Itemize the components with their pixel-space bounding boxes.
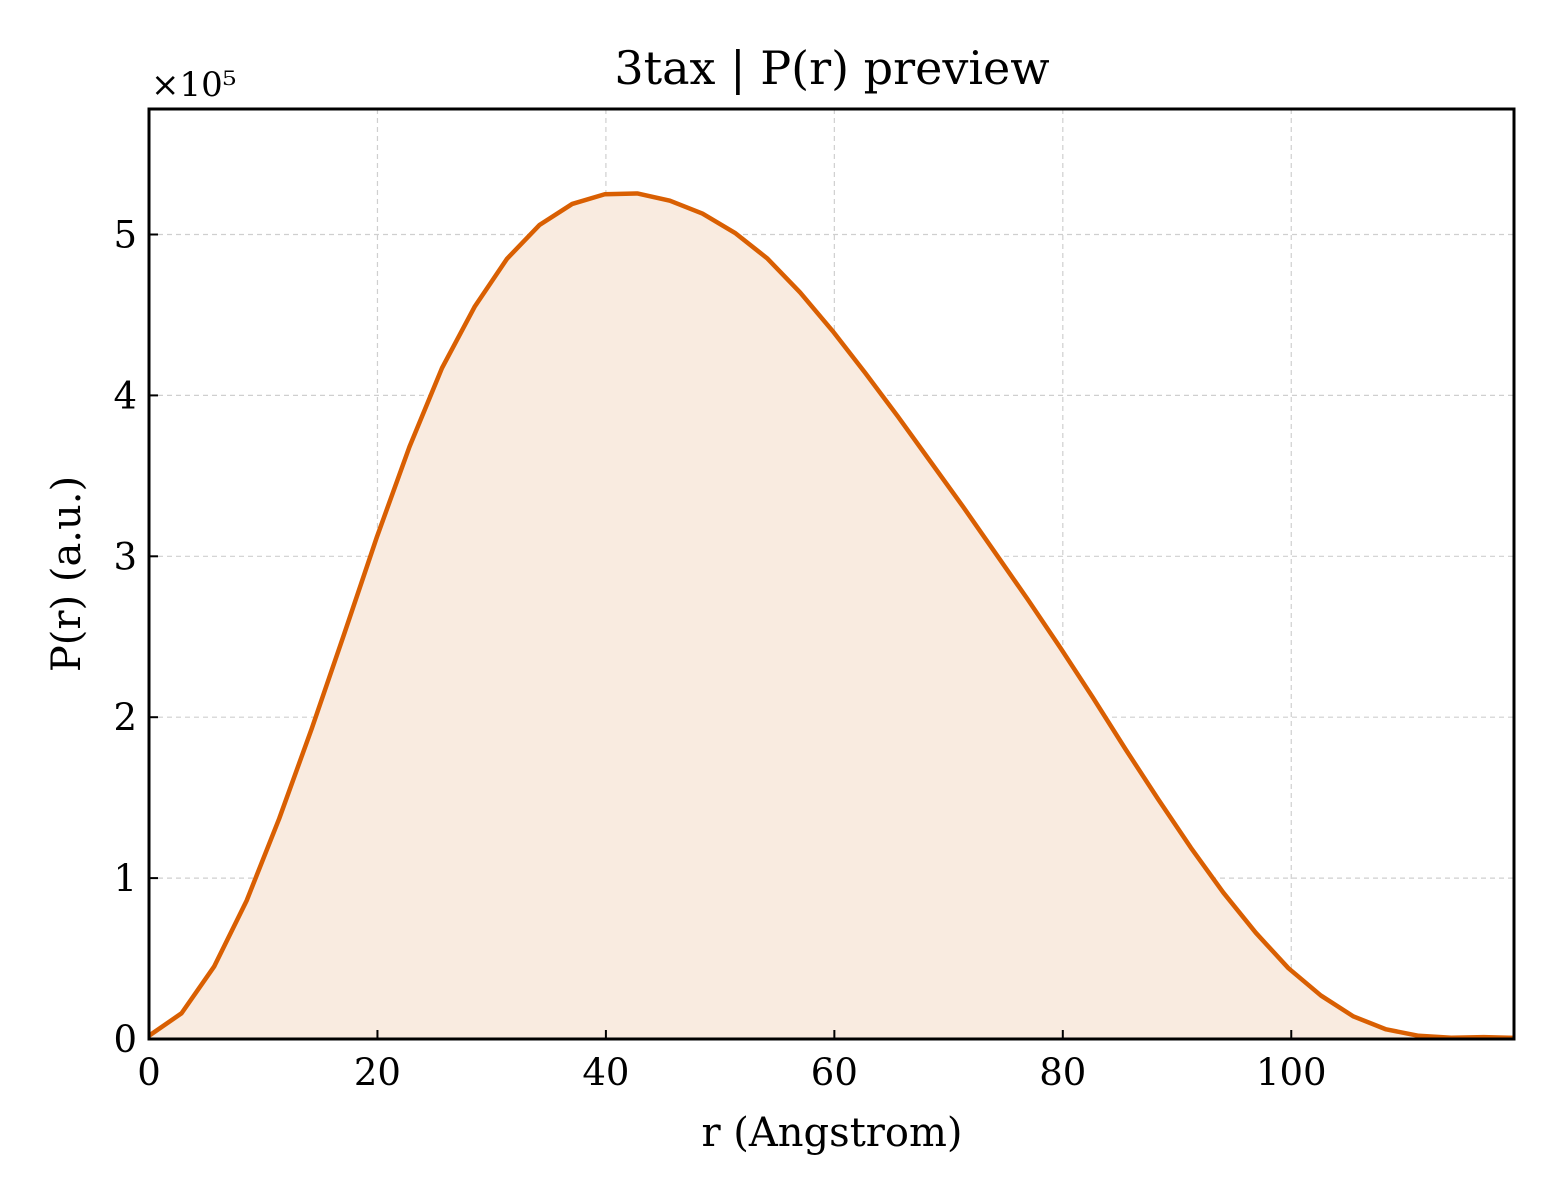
y-axis-label: P(r) (a.u.) [44, 476, 90, 672]
x-tick-label: 20 [354, 1051, 401, 1094]
tick-layer: 0 20 40 60 80 100 0 1 2 3 4 5 [113, 214, 1326, 1094]
plot-frame [147, 107, 1516, 1041]
x-tick-label: 40 [582, 1051, 629, 1094]
x-tick-label: 100 [1256, 1051, 1327, 1094]
y-tick-label: 2 [113, 696, 137, 739]
y-offset-label: ×10⁵ [151, 65, 236, 105]
y-tick-label: 1 [113, 857, 137, 900]
x-tick-label: 80 [1039, 1051, 1086, 1094]
x-tick-label: 60 [811, 1051, 858, 1094]
x-axis-label: r (Angstrom) [701, 1110, 962, 1156]
pr-area-fill [149, 193, 1514, 1040]
chart-title: 3tax | P(r) preview [614, 41, 1049, 95]
pr-series-line [147, 191, 1515, 1041]
y-tick-label: 3 [113, 535, 137, 578]
y-tick-label: 0 [113, 1018, 137, 1061]
y-tick-label: 5 [113, 214, 137, 257]
x-tick-label: 0 [137, 1051, 161, 1094]
y-tick-label: 4 [113, 374, 137, 417]
